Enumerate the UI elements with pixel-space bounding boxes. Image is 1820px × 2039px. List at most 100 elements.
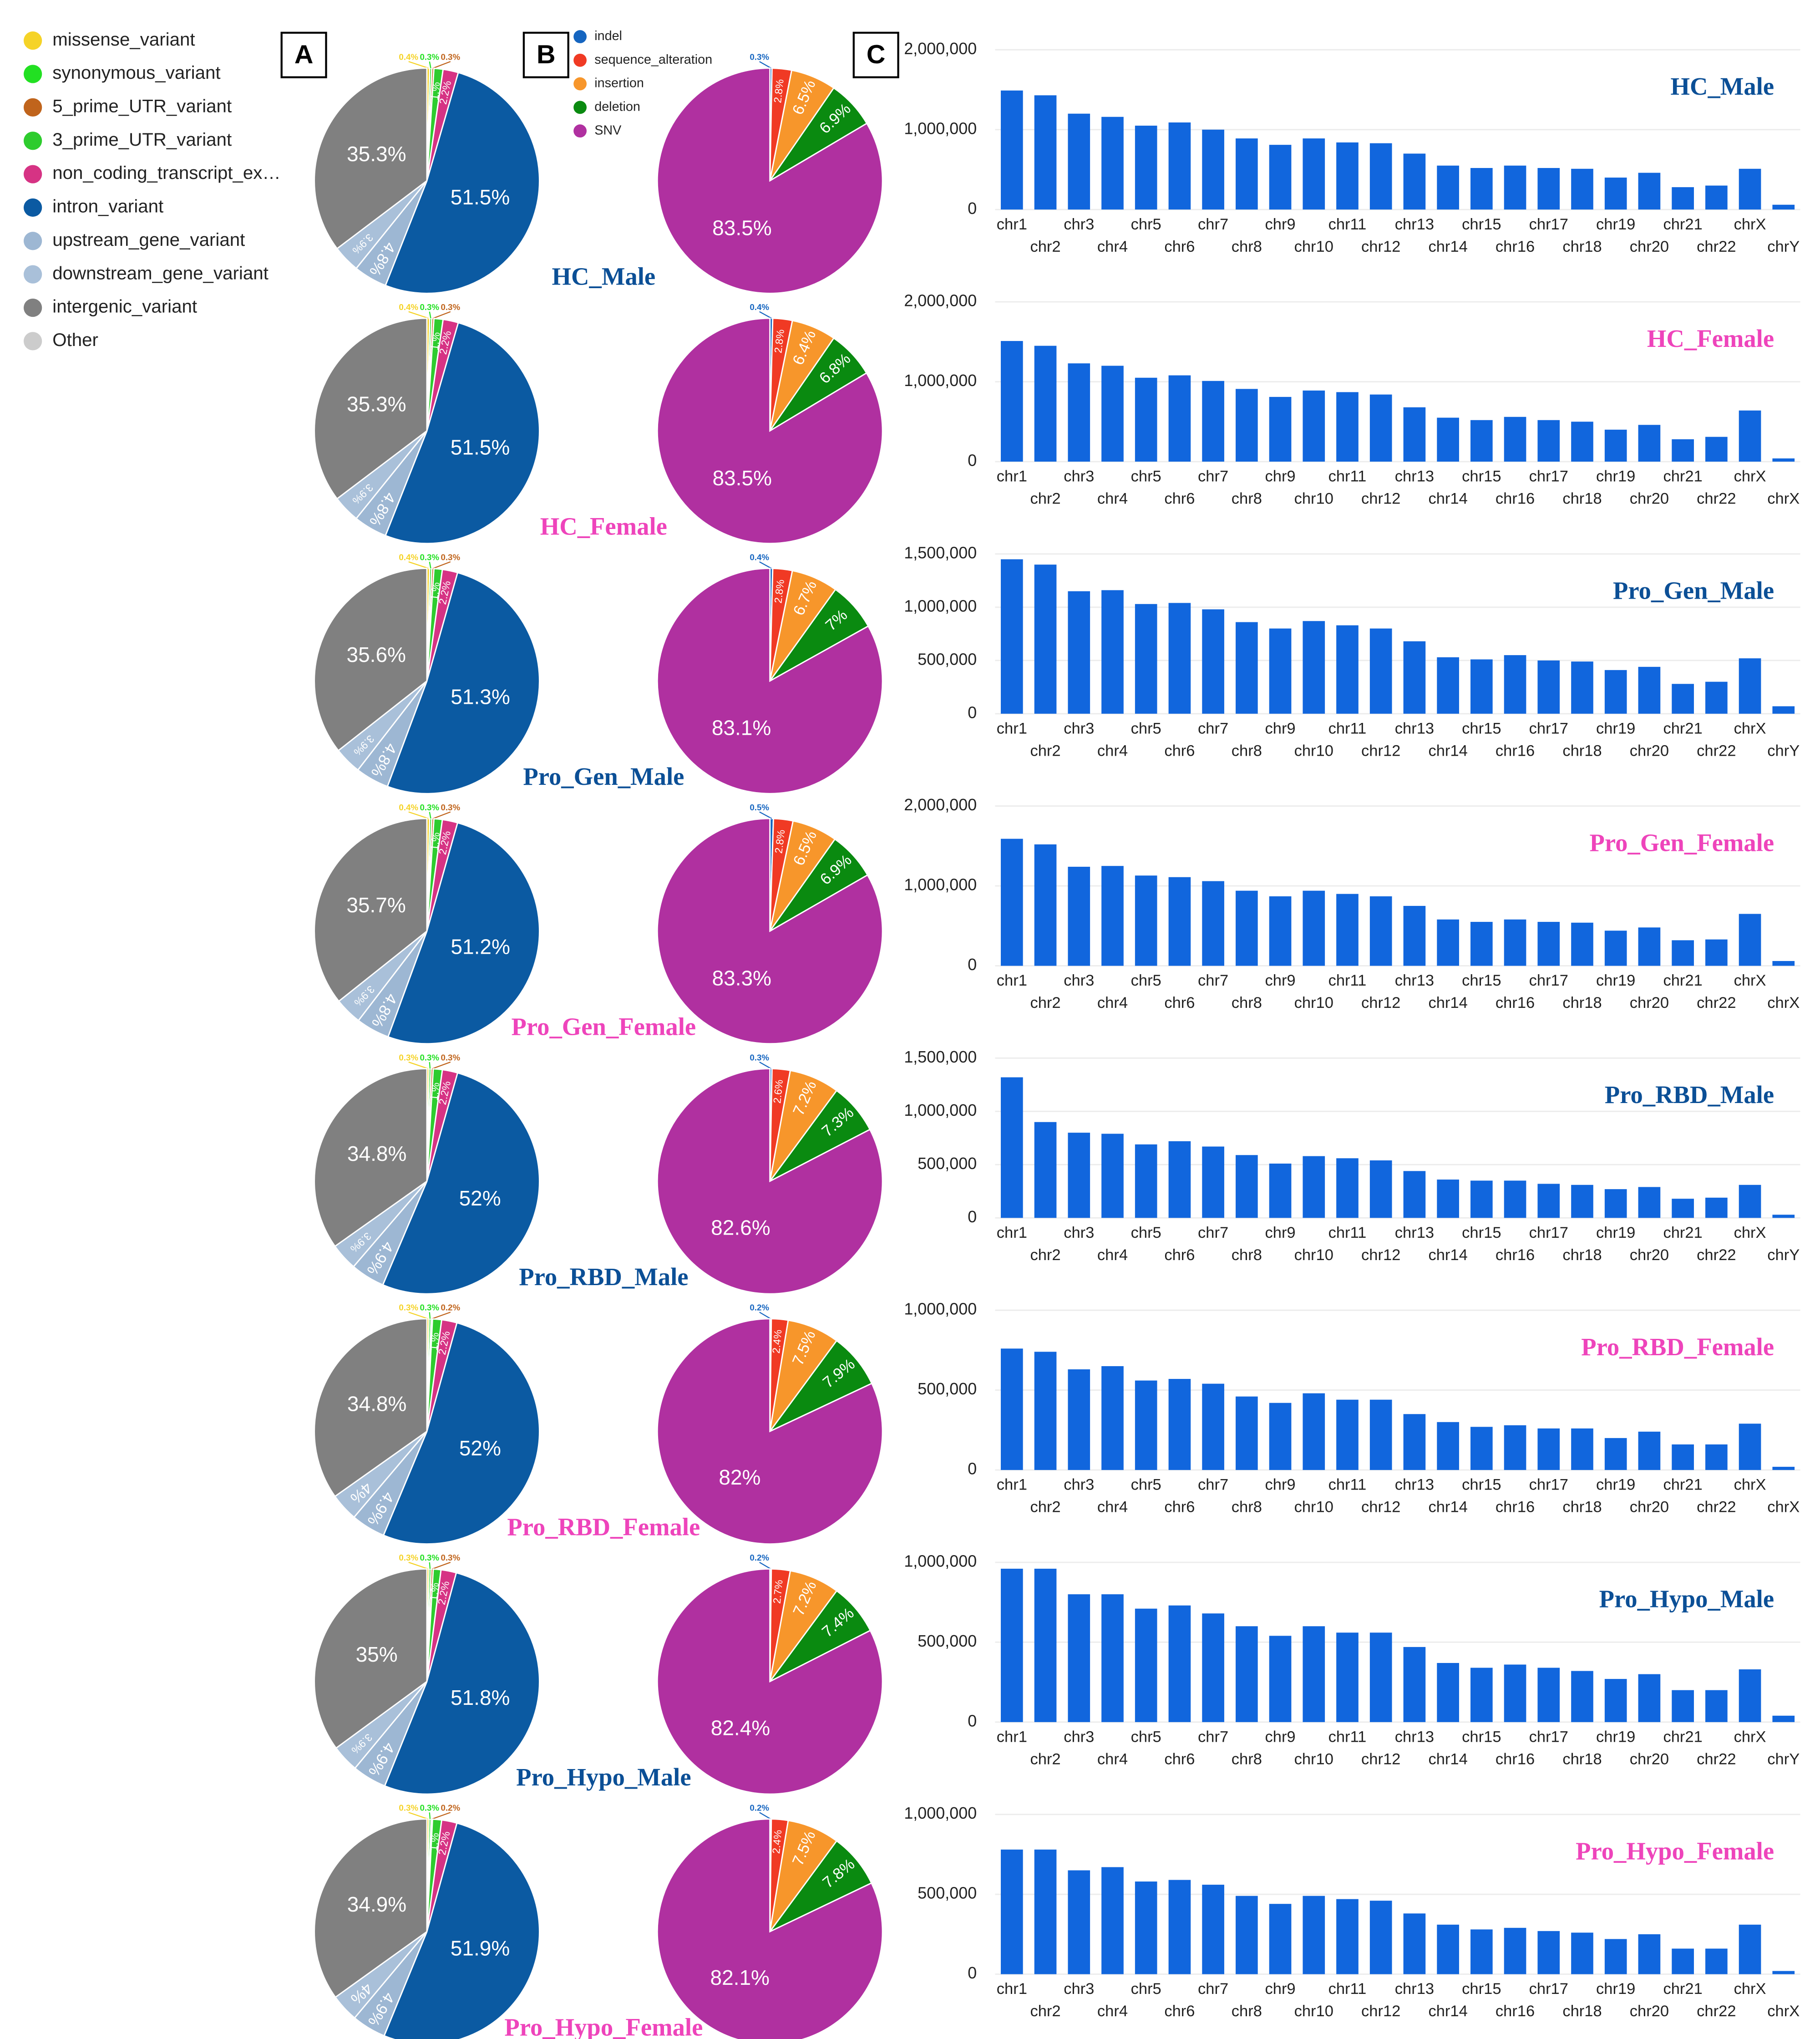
x-tick-label: chr7: [1198, 216, 1228, 233]
panel-box: [522, 31, 569, 78]
x-tick-label: chrY: [1767, 742, 1800, 759]
x-tick-label: chr18: [1562, 1246, 1602, 1264]
bar: [1001, 1348, 1023, 1470]
x-tick-label: chr18: [1562, 2003, 1602, 2020]
x-tick-label: chrX: [1767, 2003, 1800, 2020]
slice-label: 2.7%: [771, 1579, 785, 1604]
x-tick-label: chr6: [1164, 238, 1195, 255]
legend-swatch: [23, 31, 42, 50]
x-tick-label: chr12: [1361, 1750, 1400, 1768]
bar: [1101, 1134, 1124, 1218]
bar: [1068, 1594, 1090, 1722]
x-tick-label: chr3: [1064, 1224, 1094, 1241]
x-tick-label: chr2: [1030, 994, 1060, 1012]
x-tick-label: chr8: [1232, 1750, 1262, 1768]
bar: [1772, 458, 1795, 462]
bar: [1571, 1932, 1593, 1974]
group-label: Pro_Gen_Male: [523, 763, 684, 790]
group-label: HC_Female: [540, 513, 667, 540]
bar: [1504, 1180, 1526, 1218]
bar: [1034, 1352, 1057, 1470]
x-tick-label: chr5: [1131, 1728, 1161, 1745]
bar: [1504, 165, 1526, 210]
bar: [1604, 429, 1627, 462]
x-tick-label: chr14: [1428, 742, 1467, 759]
pie-slice: [769, 1089, 871, 1182]
x-tick-label: chr6: [1164, 1246, 1195, 1264]
slice-label: 51.2%: [451, 935, 510, 959]
x-tick-label: chr4: [1097, 238, 1128, 255]
x-tick-label: chr20: [1630, 238, 1669, 255]
bar: [1034, 564, 1057, 714]
group-label: Pro_Hypo_Female: [504, 2013, 703, 2039]
x-tick-label: chr22: [1697, 2003, 1736, 2020]
x-tick-label: chr19: [1596, 972, 1635, 989]
x-tick-label: chr5: [1131, 1476, 1161, 1494]
legend-swatch: [23, 65, 42, 83]
pie-slice: [384, 1572, 540, 1795]
leader-line: [431, 1812, 451, 1820]
x-tick-label: chrX: [1767, 1499, 1800, 1516]
bar: [1168, 122, 1191, 210]
x-tick-label: chr9: [1265, 216, 1295, 233]
x-tick-label: chr6: [1164, 2003, 1195, 2020]
slice-label: 34.9%: [347, 1892, 406, 1916]
x-tick-label: chr5: [1131, 1980, 1161, 1998]
bar: [1336, 625, 1359, 714]
x-tick-label: chr13: [1395, 468, 1434, 485]
bar: [1638, 666, 1661, 714]
bar: [1068, 1133, 1090, 1218]
bar: [1705, 1444, 1728, 1470]
bar: [1470, 168, 1493, 210]
bar: [1504, 1664, 1526, 1722]
pie-slice: [382, 1322, 540, 1545]
slice-label: 0.5%: [750, 803, 769, 812]
x-tick-label: chr17: [1529, 1728, 1568, 1745]
bar: [1604, 1939, 1627, 1974]
x-tick-label: chr16: [1496, 1246, 1535, 1264]
legend-label: downstream_gene_variant: [52, 263, 269, 283]
bar: [1135, 875, 1157, 966]
slice-label: 0.2%: [750, 1553, 769, 1562]
x-tick-label: chr15: [1462, 1728, 1501, 1745]
x-tick-label: chr18: [1562, 742, 1602, 759]
x-tick-label: chr12: [1361, 742, 1400, 759]
bar: [1369, 1399, 1392, 1470]
bar: [1369, 896, 1392, 966]
slice-label: 34.8%: [347, 1142, 406, 1165]
bar: [1068, 363, 1090, 462]
bar: [1504, 655, 1526, 714]
x-tick-label: chr21: [1663, 468, 1702, 485]
x-tick-label: chr5: [1131, 216, 1161, 233]
bar: [1101, 1867, 1124, 1974]
x-tick-label: chr11: [1328, 1980, 1367, 1998]
bar: [1001, 1077, 1023, 1218]
x-tick-label: chr14: [1428, 1750, 1467, 1768]
x-tick-label: chr13: [1395, 1980, 1434, 1998]
slice-label: 0.3%: [441, 1053, 460, 1062]
bar: [1705, 185, 1728, 210]
bar: [1034, 1849, 1057, 1974]
x-tick-label: chr11: [1328, 1476, 1367, 1494]
leader-line: [432, 811, 451, 819]
pie-slice: [314, 818, 428, 1002]
x-tick-label: chr20: [1630, 1750, 1669, 1768]
bar: [1403, 1414, 1426, 1470]
bar: [1403, 905, 1426, 966]
slice-label: 82.1%: [710, 1966, 770, 1989]
bar: [1236, 890, 1258, 966]
bar: [1369, 143, 1392, 210]
pie-slice: [314, 1818, 428, 1998]
y-tick-label: 500,000: [918, 1632, 977, 1650]
bar: [1303, 621, 1325, 714]
x-tick-label: chr2: [1030, 742, 1060, 759]
slice-label: 0.3%: [399, 1553, 418, 1562]
x-tick-label: chr13: [1395, 216, 1434, 233]
chart-title: Pro_Hypo_Female: [1576, 1837, 1774, 1865]
x-tick-label: chr16: [1496, 238, 1535, 255]
y-tick-label: 2,000,000: [904, 795, 977, 814]
legend-swatch: [23, 265, 42, 284]
x-tick-label: chr2: [1030, 1750, 1060, 1768]
pie-slice: [656, 568, 883, 794]
x-tick-label: chrX: [1734, 1224, 1766, 1241]
